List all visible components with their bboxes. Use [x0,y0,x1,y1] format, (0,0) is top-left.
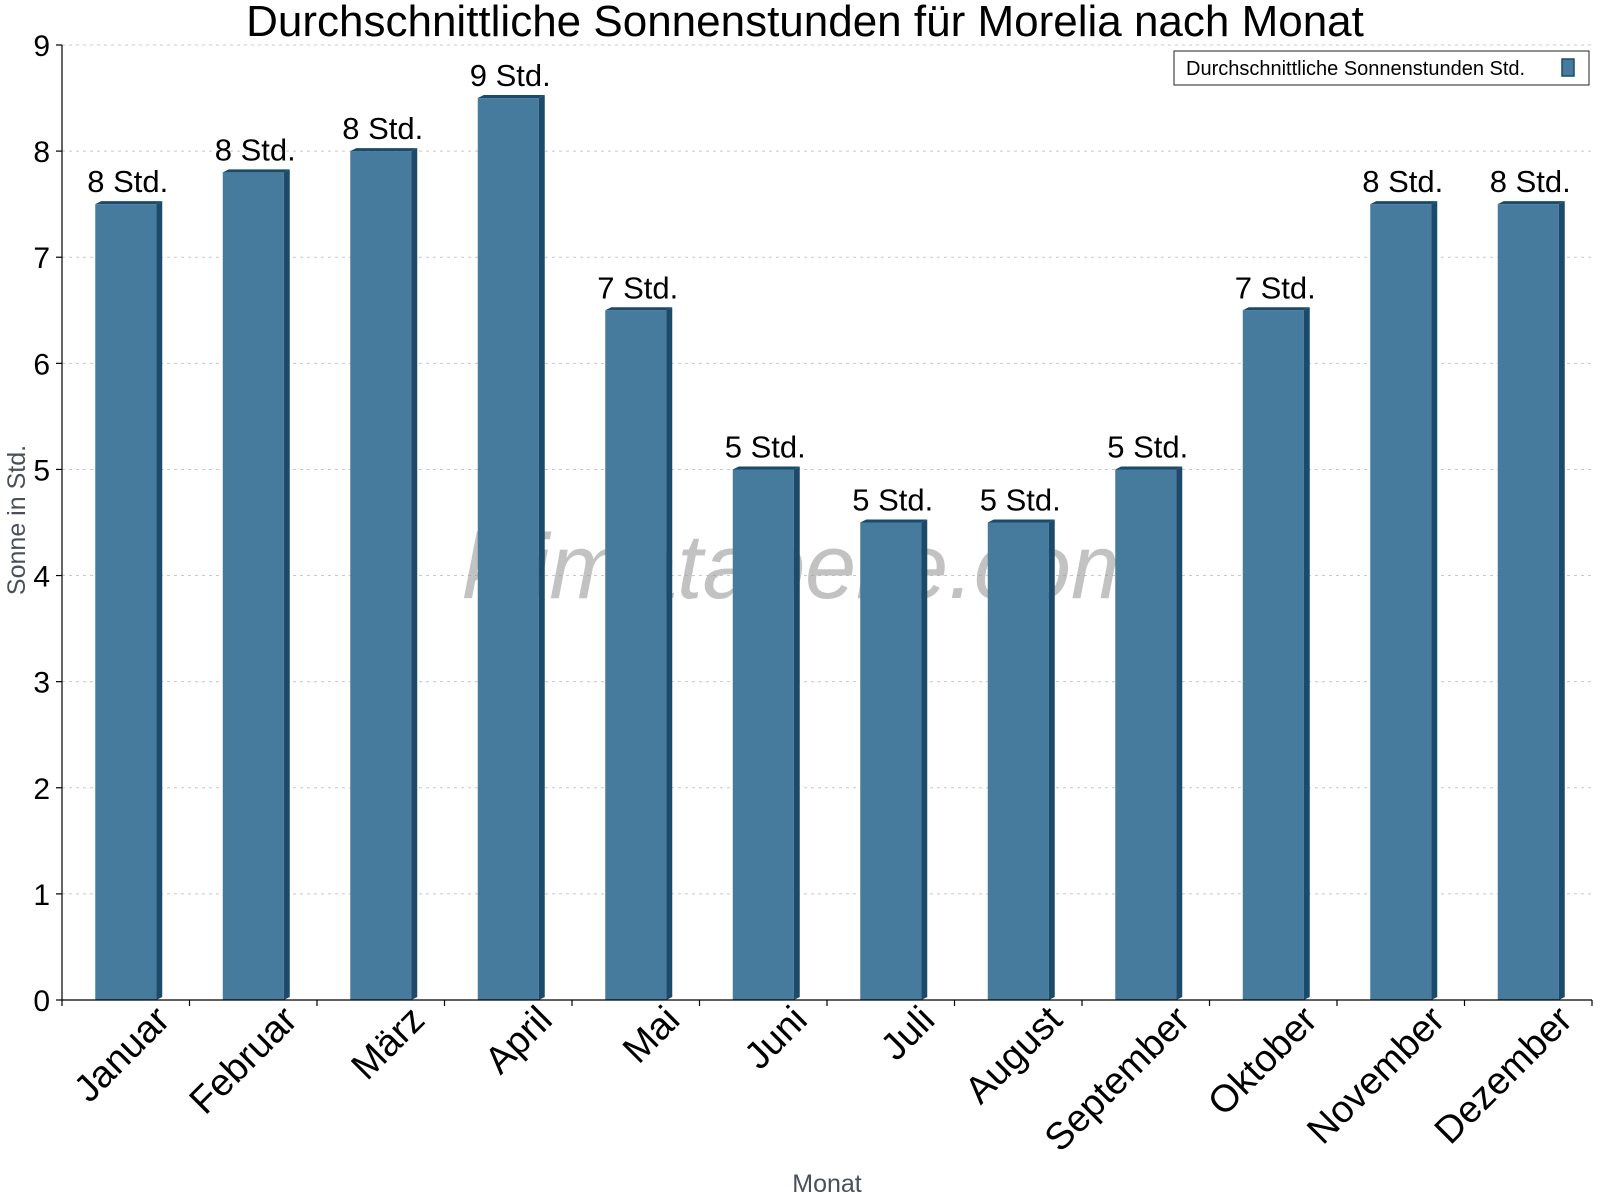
bar-top [605,307,673,311]
data-label: 5 Std. [980,483,1061,518]
y-tick-label: 0 [33,985,50,1018]
y-axis-title: Sonne in Std. [3,445,31,595]
bar-face [222,172,284,1001]
legend-box [1173,50,1590,86]
bar-juni [732,466,800,1000]
data-label: 7 Std. [597,270,678,305]
bar-august [987,519,1055,1000]
bar-top [95,201,163,205]
bar-side [1176,466,1183,1000]
y-tick-label: 2 [33,773,50,806]
data-label: 7 Std. [1235,270,1316,305]
bar-face [1115,469,1177,1000]
data-label: 8 Std. [215,132,296,167]
bar-side [793,466,800,1000]
bar-dezember [1497,201,1565,1000]
bar-top [1242,307,1310,311]
data-labels: 8 Std. 8 Std. 8 Std. 9 Std. 7 Std. 5 Std. 5 St… [87,58,1571,517]
data-label: 5 Std. [1107,429,1188,464]
bar-side [411,148,418,1001]
data-label: 8 Std. [1490,164,1571,199]
bar-top [1370,201,1438,205]
bar-side [1303,307,1310,1000]
data-label: 9 Std. [470,58,551,93]
legend-label: Durchschnittliche Sonnenstunden Std. [1186,58,1525,80]
y-tick-label: 8 [33,136,50,169]
bar-face [350,151,412,1001]
data-label: 8 Std. [1362,164,1443,199]
axes [56,44,1593,1006]
bar-märz [350,148,418,1001]
y-tick-label: 7 [33,242,50,275]
grid [62,44,1592,895]
bar-side [1558,201,1565,1000]
bar-side [538,95,545,1001]
bar-top [1115,466,1183,470]
y-tick-label: 6 [33,348,50,381]
y-tick-labels: 0 1 2 3 4 5 6 7 8 9 [33,30,50,1018]
bar-top [987,519,1055,523]
data-label: 5 Std. [725,429,806,464]
bar-side [1048,519,1055,1000]
bar-mai [605,307,673,1000]
bar-oktober [1242,307,1310,1000]
data-label: 8 Std. [87,164,168,199]
y-tick-label: 5 [33,454,50,487]
bar-top [477,95,545,99]
bar-november [1370,201,1438,1000]
x-axis-title: Monat [792,1170,862,1198]
bar-side [921,519,928,1000]
bar-top [350,148,418,152]
bar-top [1497,201,1565,205]
y-tick-label: 9 [33,30,50,63]
legend-swatch [1561,58,1575,77]
bar-side [283,169,290,1001]
bar-top [222,169,290,173]
data-label: 5 Std. [852,483,933,518]
bar-top [860,519,928,523]
bar-face [95,204,157,1000]
bar-side [1431,201,1438,1000]
y-tick-label: 4 [33,561,50,594]
chart-title: Durchschnittliche Sonnenstunden für More… [246,0,1364,46]
bars [95,95,1565,1001]
bar-face [860,522,922,1000]
bar-top [732,466,800,470]
y-tick-label: 3 [33,667,50,700]
bar-februar [222,169,290,1001]
bar-face [1370,204,1432,1000]
bar-face [477,98,539,1001]
bar-face [987,522,1049,1000]
bar-face [732,469,794,1000]
y-tick-label: 1 [33,879,50,912]
bar-face [1242,310,1304,1000]
bar-face [1497,204,1559,1000]
legend: Durchschnittliche Sonnenstunden Std. [1173,50,1590,86]
bar-april [477,95,545,1001]
bar-side [156,201,163,1000]
data-label: 8 Std. [342,111,423,146]
bar-januar [95,201,163,1000]
bar-september [1115,466,1183,1000]
bar-face [605,310,667,1000]
bar-side [666,307,673,1000]
bar-juli [860,519,928,1000]
